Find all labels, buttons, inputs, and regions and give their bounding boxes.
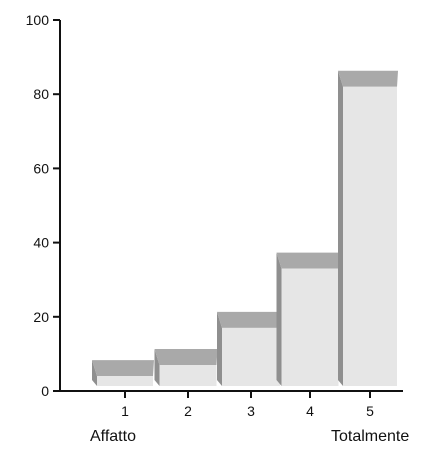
bar-top-face [338,70,398,87]
bar-5 [338,70,398,386]
bar-top-face [92,360,154,377]
bar-top-face [276,252,340,269]
x-tick-label: 2 [184,403,192,419]
y-tick-label: 0 [41,383,49,399]
axes: 0 20 40 60 80 100 1 2 3 4 5 [26,12,403,419]
bar-4 [276,252,340,386]
y-tick-label: 80 [33,86,49,102]
x-tick-label: 1 [121,403,129,419]
bar-side-face [154,349,160,386]
bars [92,70,398,386]
y-tick-label: 60 [33,160,49,176]
bar-1 [92,360,154,386]
x-tick-label: 5 [366,403,374,419]
y-axis-ticks: 0 20 40 60 80 100 [26,12,60,399]
bar-2 [154,349,218,386]
bar-side-face [338,70,343,386]
bar-front-face [343,86,397,386]
bar-front-face [281,268,339,386]
x-tick-label: 4 [306,403,314,419]
x-axis-right-end-label: Totalmente [331,428,409,444]
bar-3 [217,311,281,386]
bar-side-face [276,252,282,386]
bar-front-face [97,376,153,386]
bar-front-face [222,327,280,386]
y-tick-label: 100 [26,12,50,28]
bar-side-face [92,360,97,386]
y-tick-label: 20 [33,309,49,325]
bar-top-face [154,349,218,366]
x-axis-ticks: 1 2 3 4 5 [121,391,374,419]
x-tick-label: 3 [247,403,255,419]
x-axis-left-end-label: Affatto [90,428,136,444]
bar-top-face [217,311,281,328]
y-tick-label: 40 [33,235,49,251]
bar-side-face [217,311,222,386]
bar-front-face [159,365,217,386]
